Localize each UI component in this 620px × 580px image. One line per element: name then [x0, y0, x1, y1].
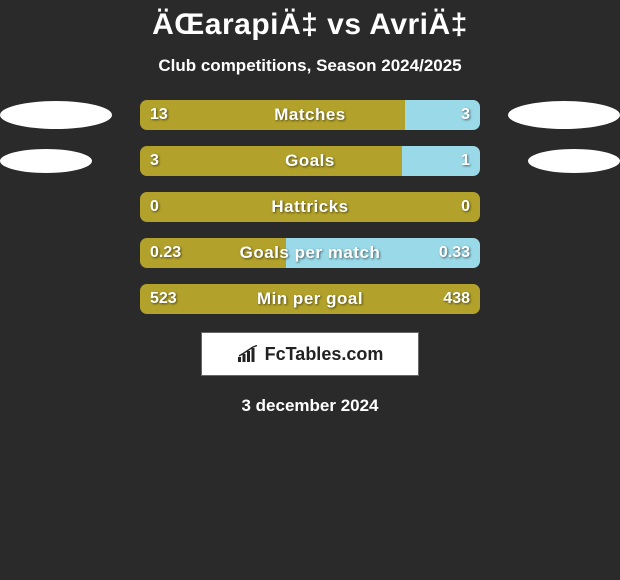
left-bar-segment: [140, 284, 480, 314]
left-bar-segment: [140, 146, 402, 176]
stat-row: 523438Min per goal: [0, 284, 620, 314]
stat-row: 00Hattricks: [0, 192, 620, 222]
stat-bar: 523438Min per goal: [140, 284, 480, 314]
stat-row: 0.230.33Goals per match: [0, 238, 620, 268]
right-bar-segment: [405, 100, 480, 130]
stat-bar: 00Hattricks: [140, 192, 480, 222]
date-label: 3 december 2024: [0, 396, 620, 416]
page-title: ÄŒarapiÄ‡ vs AvriÄ‡: [0, 8, 620, 42]
left-bar-segment: [140, 100, 405, 130]
right-bar-segment: [286, 238, 480, 268]
left-bar-segment: [140, 238, 286, 268]
right-player-marker: [528, 149, 620, 173]
stat-bar: 0.230.33Goals per match: [140, 238, 480, 268]
left-player-marker: [0, 101, 112, 129]
comparison-widget: ÄŒarapiÄ‡ vs AvriÄ‡ Club competitions, S…: [0, 0, 620, 416]
stat-bar: 133Matches: [140, 100, 480, 130]
stat-bar: 31Goals: [140, 146, 480, 176]
brand-text: FcTables.com: [265, 344, 384, 365]
brand-badge[interactable]: FcTables.com: [201, 332, 419, 376]
left-player-marker: [0, 149, 92, 173]
right-bar-segment: [402, 146, 480, 176]
right-player-marker: [508, 101, 620, 129]
stat-row: 31Goals: [0, 146, 620, 176]
stat-row: 133Matches: [0, 100, 620, 130]
stats-area: 133Matches 31Goals 00Hattricks 0.230.33Goal…: [0, 100, 620, 314]
subtitle: Club competitions, Season 2024/2025: [0, 56, 620, 76]
left-bar-segment: [140, 192, 480, 222]
chart-icon: [237, 345, 259, 363]
